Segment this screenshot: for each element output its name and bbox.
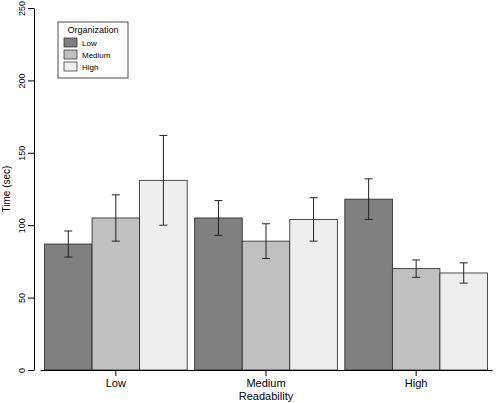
series xyxy=(45,179,393,370)
tick: 250 xyxy=(17,1,34,16)
series xyxy=(140,135,488,370)
error-bar xyxy=(214,201,222,236)
legend-box xyxy=(58,22,128,78)
bar xyxy=(440,273,488,370)
legend-swatch xyxy=(64,62,77,71)
tick-mark xyxy=(28,80,34,81)
y-axis: 0 50 100 150 200 250 xyxy=(17,1,35,373)
legend-swatch xyxy=(64,38,77,47)
tick-mark xyxy=(28,8,34,9)
tick-label: High xyxy=(405,377,428,389)
error-bar xyxy=(310,198,318,241)
tick-label: 200 xyxy=(17,73,27,88)
error-bar xyxy=(262,224,270,259)
axis-line xyxy=(34,9,35,371)
tick-mark xyxy=(115,370,116,376)
legend-swatch xyxy=(64,50,77,59)
error-bar xyxy=(412,260,420,277)
bar xyxy=(45,244,93,370)
legend: Organization Low Medium High xyxy=(58,22,128,78)
tick: High xyxy=(405,370,428,389)
tick: 0 xyxy=(17,368,34,373)
tick-mark xyxy=(266,370,267,376)
tick-label: 50 xyxy=(17,293,27,303)
tick: 50 xyxy=(17,293,34,303)
tick-label: 100 xyxy=(17,218,27,233)
tick-label: 150 xyxy=(17,146,27,161)
error-bar xyxy=(159,135,167,225)
error-bar xyxy=(365,179,373,220)
legend-label: Medium xyxy=(82,51,111,60)
tick: Low xyxy=(106,370,126,389)
tick-label: 250 xyxy=(17,1,27,16)
bar xyxy=(195,218,243,370)
tick: Medium xyxy=(246,370,285,389)
legend-label: Low xyxy=(82,39,97,48)
tick-label: Low xyxy=(106,377,126,389)
bar xyxy=(345,199,393,370)
error-bar xyxy=(460,263,468,283)
plot: 0 50 100 150 200 250 Low Medium High xyxy=(17,1,493,389)
bar xyxy=(242,241,290,370)
tick-mark xyxy=(28,225,34,226)
tick-mark xyxy=(28,298,34,299)
error-bar xyxy=(64,231,72,257)
tick: 150 xyxy=(17,146,34,161)
tick-mark xyxy=(416,370,417,376)
tick-mark xyxy=(28,153,34,154)
tick-label: 0 xyxy=(17,368,27,373)
legend-label: High xyxy=(82,63,98,72)
bar xyxy=(392,269,440,370)
bar xyxy=(290,219,338,370)
tick-label: Medium xyxy=(246,377,285,389)
chart: 0 50 100 150 200 250 Low Medium High Readability T… xyxy=(0,0,500,403)
tick-mark xyxy=(28,370,34,371)
legend-title: Organization xyxy=(67,25,118,35)
tick: 100 xyxy=(17,218,34,233)
error-bar xyxy=(112,195,120,241)
x-axis: Low Medium High xyxy=(41,370,493,389)
marks xyxy=(45,135,488,370)
x-axis-title: Readability xyxy=(239,390,294,402)
tick: 200 xyxy=(17,73,34,88)
y-axis-title: Time (sec) xyxy=(1,166,12,213)
